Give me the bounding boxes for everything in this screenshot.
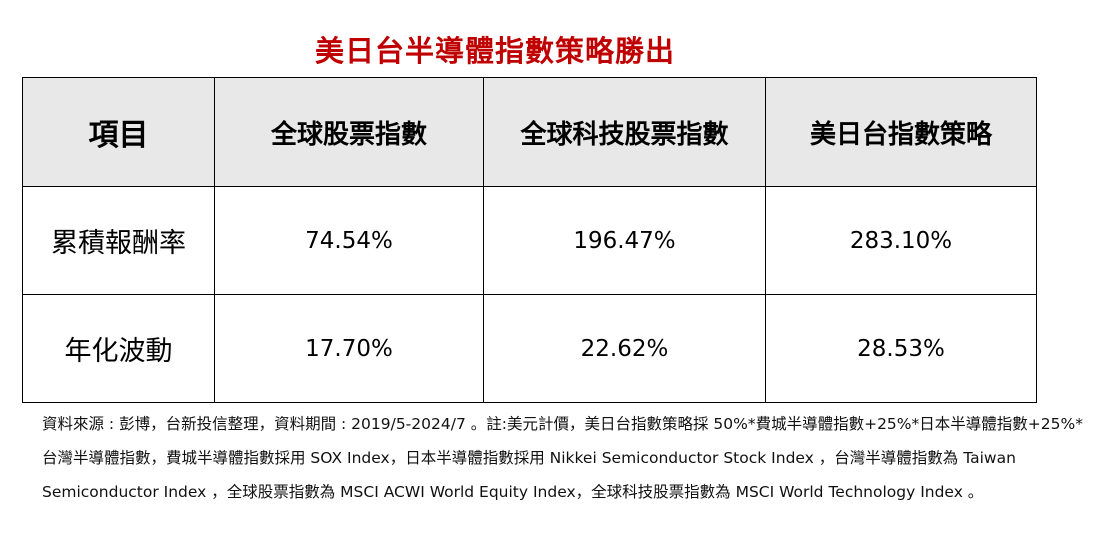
cell-volatility-global-equity: 17.70% [214, 294, 484, 403]
page-title: 美日台半導體指數策略勝出 [314, 34, 675, 68]
cell-cumulative-global-tech: 196.47% [483, 186, 766, 295]
header-global-tech: 全球科技股票指數 [483, 77, 766, 187]
header-us-jp-tw-strategy: 美日台指數策略 [765, 77, 1037, 187]
cell-volatility-strategy: 28.53% [765, 294, 1037, 403]
cell-cumulative-strategy: 283.10% [765, 186, 1037, 295]
header-global-equity: 全球股票指數 [214, 77, 484, 187]
source-note: 資料來源 : 彭博，台新投信整理，資料期間 : 2019/5-2024/7 。註… [42, 415, 1083, 501]
table-row: 年化波動 17.70% 22.62% 28.53% [22, 294, 1037, 403]
cell-cumulative-global-equity: 74.54% [214, 186, 484, 295]
table-row: 累積報酬率 74.54% 196.47% 283.10% [22, 186, 1037, 295]
header-item: 項目 [22, 77, 215, 187]
row-label-cumulative-return: 累積報酬率 [22, 186, 215, 295]
cell-volatility-global-tech: 22.62% [483, 294, 766, 403]
table-header-row: 項目 全球股票指數 全球科技股票指數 美日台指數策略 [22, 77, 1037, 187]
row-label-annual-volatility: 年化波動 [22, 294, 215, 403]
performance-table: 項目 全球股票指數 全球科技股票指數 美日台指數策略 累積報酬率 74.54% … [22, 77, 1037, 403]
